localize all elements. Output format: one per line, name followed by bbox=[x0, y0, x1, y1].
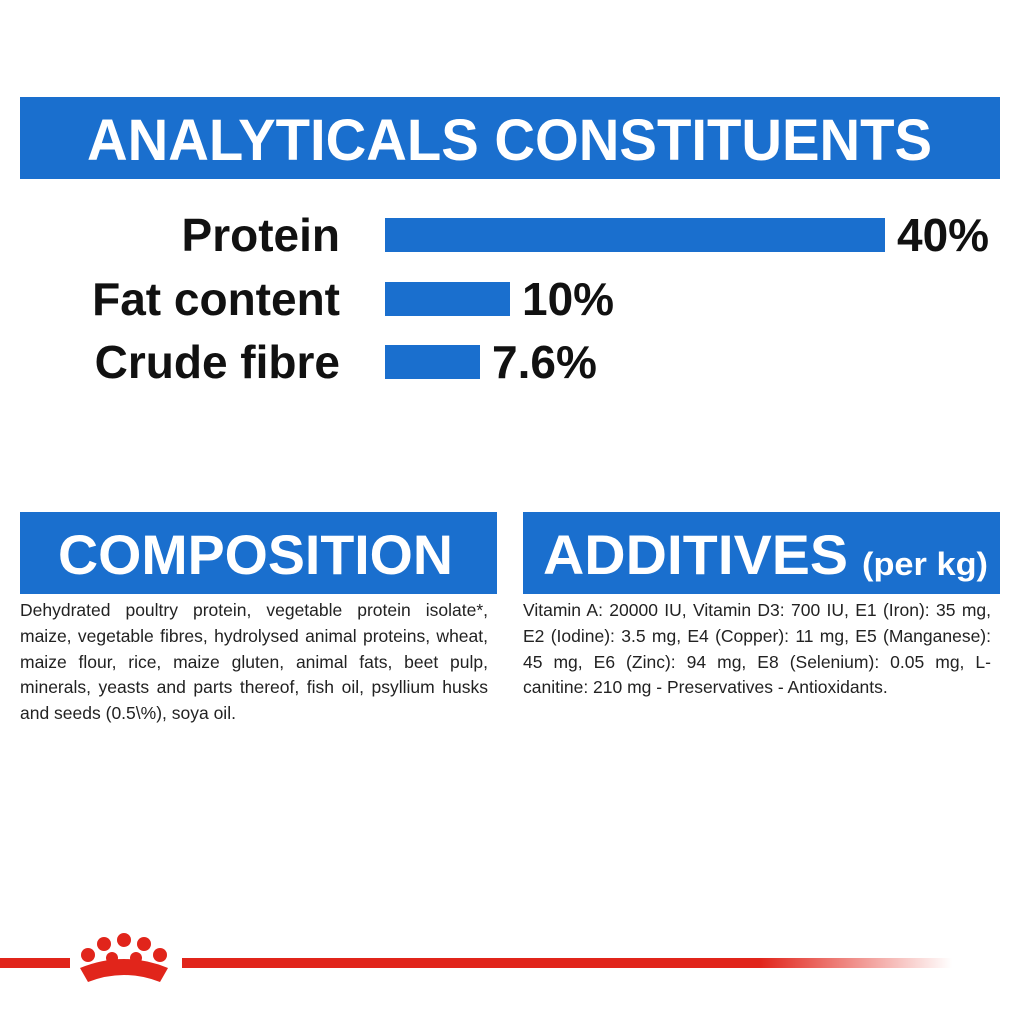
additives-title: ADDITIVES bbox=[543, 523, 848, 586]
bar bbox=[385, 345, 480, 379]
brand-line bbox=[0, 958, 70, 968]
composition-title: COMPOSITION bbox=[58, 523, 453, 586]
bar bbox=[385, 218, 885, 252]
category-label: Protein bbox=[182, 209, 340, 261]
header-title: ANALYTICALS CONSTITUENTS bbox=[87, 108, 932, 173]
value-label: 7.6% bbox=[492, 336, 597, 388]
additives-subtitle: (per kg) bbox=[862, 546, 988, 582]
category-label: Fat content bbox=[92, 273, 340, 325]
brand-logo bbox=[80, 933, 168, 982]
value-label: 40% bbox=[897, 209, 989, 261]
header-band bbox=[20, 97, 1000, 179]
bar bbox=[385, 282, 510, 316]
category-label: Crude fibre bbox=[95, 336, 340, 388]
composition-band bbox=[20, 512, 497, 594]
brand-line bbox=[182, 958, 952, 968]
additives-band bbox=[523, 512, 1000, 594]
value-label: 10% bbox=[522, 273, 614, 325]
additives-text: Vitamin A: 20000 IU, Vitamin D3: 700 IU,… bbox=[523, 600, 991, 698]
composition-text: Dehydrated poultry protein, vegetable pr… bbox=[20, 600, 488, 724]
